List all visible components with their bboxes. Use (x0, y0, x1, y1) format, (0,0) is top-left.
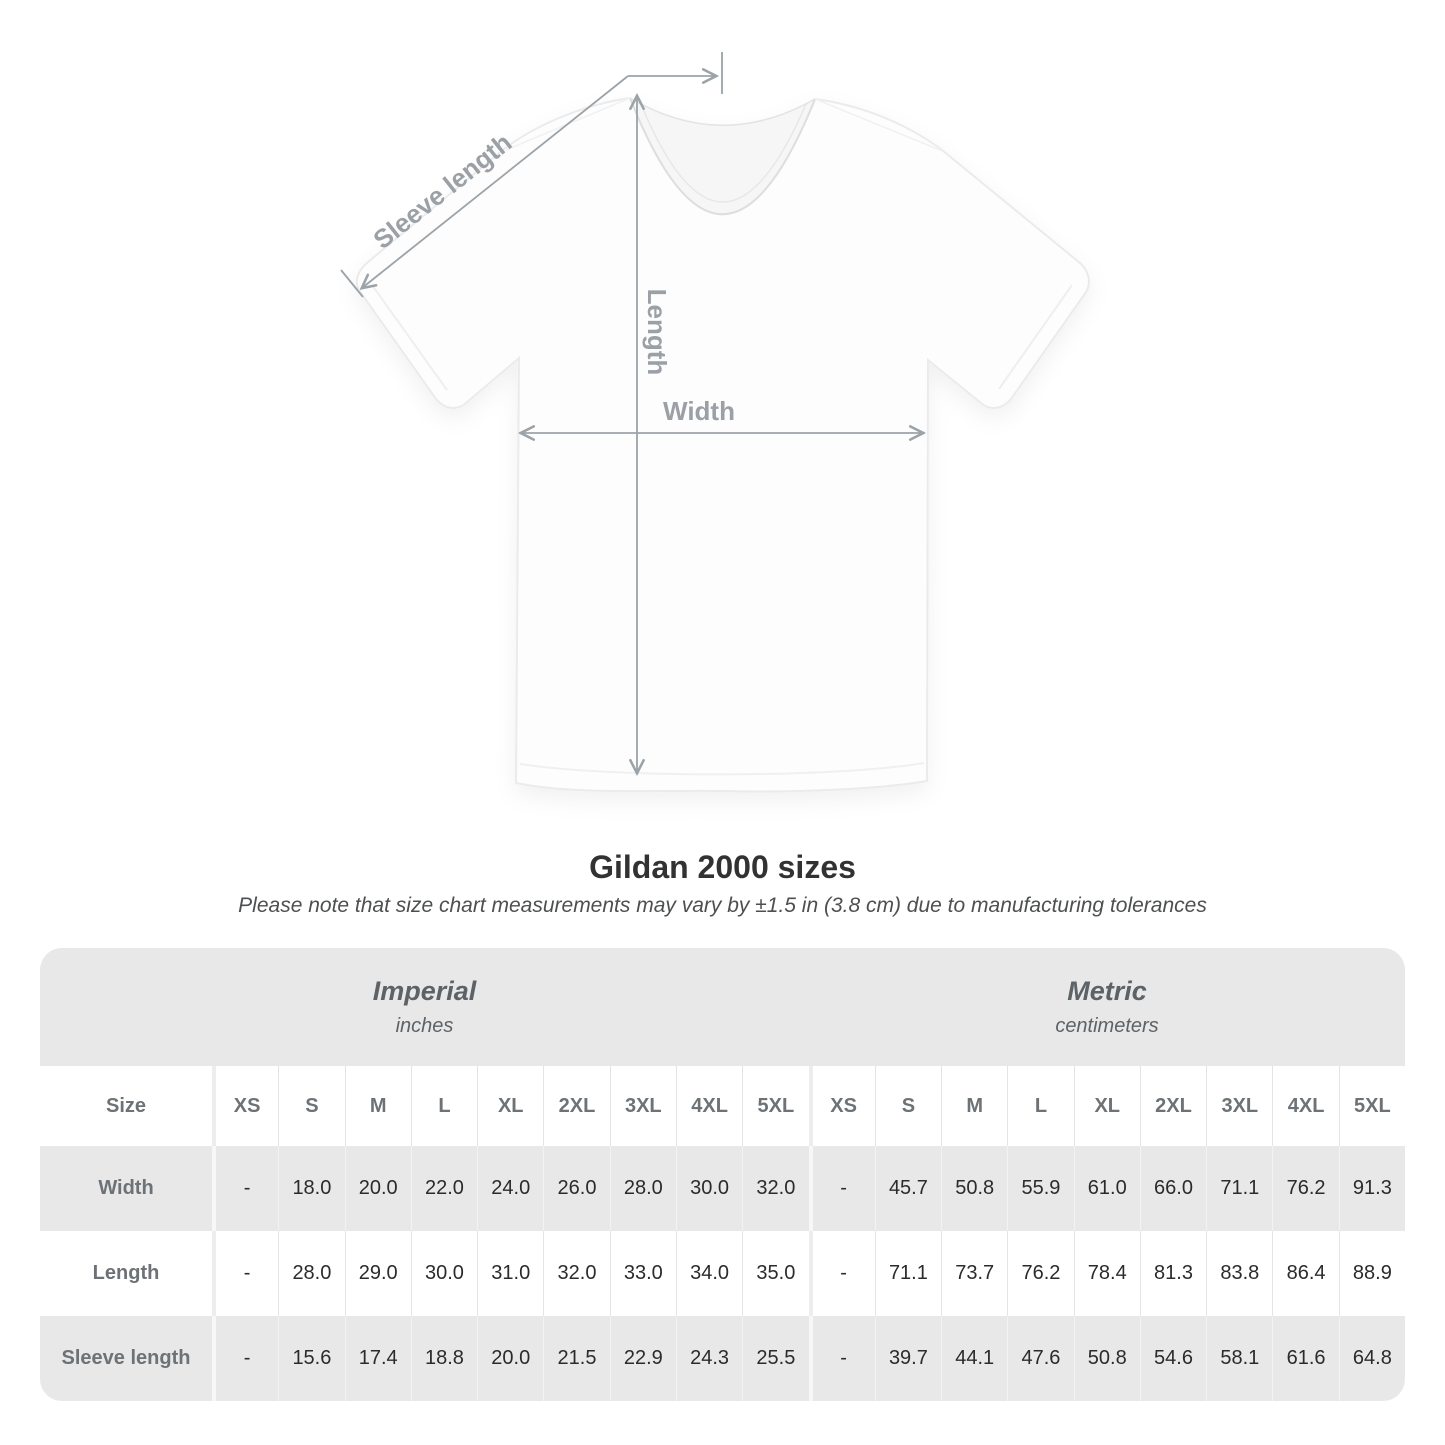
measurement-rows: Width -18.0 20.0 22.0 24.0 26.0 28.0 30.0 32.0-4… (40, 1146, 1405, 1401)
value-cell-metric: 71.1 (1206, 1146, 1272, 1231)
size-col-imperial-4xl: 4XL (675, 1066, 742, 1146)
width-label: Width (663, 396, 735, 426)
size-col-imperial-2xl: 2XL (543, 1066, 609, 1146)
value-cell-imperial: 33.0 (609, 1231, 676, 1316)
value-cell-imperial: 30.0 (675, 1146, 742, 1231)
value-cell-metric: 83.8 (1206, 1231, 1272, 1316)
value-cell-metric: 71.1 (874, 1231, 941, 1316)
value-cell-imperial: 22.9 (609, 1316, 676, 1401)
value-cell-metric: 39.7 (874, 1316, 941, 1401)
value-cell-imperial: 31.0 (477, 1231, 543, 1316)
size-col-imperial-xl: XL (477, 1066, 543, 1146)
value-cell-imperial: 24.0 (477, 1146, 543, 1231)
sleeve-length-arrow-diagonal (362, 75, 629, 288)
size-col-metric-2xl: 2XL (1139, 1066, 1206, 1146)
tshirt-measurement-diagram: Sleeve length Length Width (340, 52, 1090, 793)
value-cell-imperial: 20.0 (344, 1146, 411, 1231)
size-col-metric-l: L (1007, 1066, 1073, 1146)
measurement-row-sleeve-length: Sleeve length -15.6 17.4 18.8 20.0 21.5 22.9 24… (40, 1316, 1405, 1401)
value-cell-metric: 76.2 (1272, 1146, 1338, 1231)
value-cell-imperial: 18.0 (278, 1146, 344, 1231)
metric-group-unit: centimeters (1055, 1015, 1159, 1037)
value-cell-imperial: - (212, 1316, 278, 1401)
length-label: Length (642, 289, 672, 376)
value-cell-imperial: - (212, 1231, 278, 1316)
value-cell-metric: 61.0 (1073, 1146, 1140, 1231)
value-cell-imperial: 25.5 (742, 1316, 808, 1401)
value-cell-metric: 66.0 (1139, 1146, 1206, 1231)
value-cell-metric: 64.8 (1338, 1316, 1405, 1401)
row-label: Width (98, 1177, 154, 1199)
value-cell-metric: 58.1 (1206, 1316, 1272, 1401)
value-cell-metric: 81.3 (1139, 1231, 1206, 1316)
value-cell-imperial: 32.0 (742, 1146, 808, 1231)
value-cell-metric: 61.6 (1272, 1316, 1338, 1401)
value-cell-imperial: 28.0 (609, 1146, 676, 1231)
value-cell-imperial: 20.0 (477, 1316, 543, 1401)
size-col-imperial-l: L (410, 1066, 477, 1146)
imperial-group-header: Imperial inches (40, 948, 809, 1066)
value-cell-metric: - (808, 1231, 875, 1316)
size-col-imperial-m: M (344, 1066, 411, 1146)
value-cell-metric: 86.4 (1272, 1231, 1338, 1316)
value-cell-imperial: 35.0 (742, 1231, 808, 1316)
value-cell-metric: - (808, 1316, 875, 1401)
value-cell-imperial: 34.0 (675, 1231, 742, 1316)
imperial-group-label: Imperial (372, 976, 477, 1006)
unit-group-header-row: Imperial inches Metric centimeters (40, 948, 1405, 1066)
value-cell-metric: 47.6 (1007, 1316, 1073, 1401)
row-label: Sleeve length (61, 1347, 191, 1369)
value-cell-imperial: 24.3 (675, 1316, 742, 1401)
value-cell-imperial: 29.0 (344, 1231, 411, 1316)
value-cell-metric: 88.9 (1338, 1231, 1405, 1316)
value-cell-imperial: 18.8 (410, 1316, 477, 1401)
size-chart-title: Gildan 2000 sizes (589, 849, 856, 885)
size-col-metric-4xl: 4XL (1272, 1066, 1338, 1146)
size-header-row: Size XS S M L XL 2XL 3XL 4XL 5XL XS S M L XL 2XL 3XL 4XL 5… (40, 1066, 1405, 1146)
size-col-metric-3xl: 3XL (1206, 1066, 1272, 1146)
size-col-metric-xl: XL (1073, 1066, 1140, 1146)
value-cell-metric: 45.7 (874, 1146, 941, 1231)
value-cell-imperial: 22.0 (410, 1146, 477, 1231)
size-table: Imperial inches Metric centimeters Size X… (40, 948, 1405, 1401)
imperial-group-unit: inches (395, 1015, 454, 1037)
size-corner-label: Size (105, 1094, 147, 1117)
size-col-metric-m: M (941, 1066, 1007, 1146)
value-cell-metric: 54.6 (1139, 1316, 1206, 1401)
value-cell-metric: 50.8 (941, 1146, 1007, 1231)
value-cell-metric: 73.7 (941, 1231, 1007, 1316)
value-cell-imperial: 30.0 (410, 1231, 477, 1316)
row-label: Length (92, 1262, 160, 1284)
size-col-imperial-s: S (278, 1066, 344, 1146)
value-cell-imperial: 15.6 (278, 1316, 344, 1401)
value-cell-imperial: 17.4 (344, 1316, 411, 1401)
size-col-imperial-5xl: 5XL (742, 1066, 808, 1146)
value-cell-metric: 50.8 (1073, 1316, 1140, 1401)
measurement-row-width: Width -18.0 20.0 22.0 24.0 26.0 28.0 30.0 32.0-4… (40, 1146, 1405, 1231)
cuff-tick (340, 269, 364, 298)
value-cell-metric: 55.9 (1007, 1146, 1073, 1231)
size-col-imperial-xs: XS (212, 1066, 278, 1146)
value-cell-imperial: 28.0 (278, 1231, 344, 1316)
metric-group-header: Metric centimeters (809, 948, 1405, 1066)
value-cell-imperial: 32.0 (543, 1231, 609, 1316)
value-cell-imperial: - (212, 1146, 278, 1231)
size-col-metric-5xl: 5XL (1338, 1066, 1405, 1146)
value-cell-metric: 76.2 (1007, 1231, 1073, 1316)
value-cell-metric: - (808, 1146, 875, 1231)
size-chart-subtitle: Please note that size chart measurements… (238, 894, 1207, 917)
metric-group-label: Metric (1067, 976, 1147, 1006)
tshirt-image (355, 96, 1090, 793)
value-cell-metric: 44.1 (941, 1316, 1007, 1401)
size-col-imperial-3xl: 3XL (609, 1066, 676, 1146)
size-col-metric-xs: XS (808, 1066, 875, 1146)
size-col-metric-s: S (874, 1066, 941, 1146)
value-cell-metric: 91.3 (1338, 1146, 1405, 1231)
value-cell-imperial: 21.5 (543, 1316, 609, 1401)
value-cell-metric: 78.4 (1073, 1231, 1140, 1316)
measurement-row-length: Length -28.0 29.0 30.0 31.0 32.0 33.0 34.0 35.0-… (40, 1231, 1405, 1316)
value-cell-imperial: 26.0 (543, 1146, 609, 1231)
